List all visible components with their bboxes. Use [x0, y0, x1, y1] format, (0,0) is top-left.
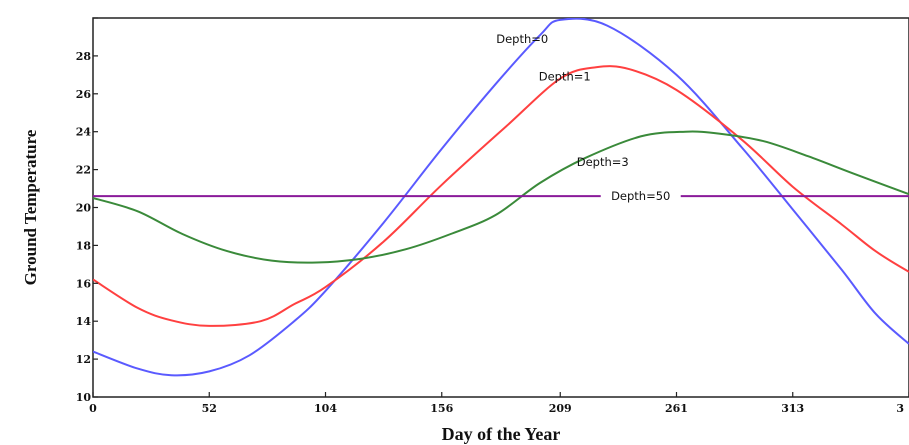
series-line-depth-0 [93, 18, 909, 377]
x-tick-label: 52 [202, 402, 217, 415]
series-label-depth-3: Depth=3 [577, 155, 629, 169]
series-label-background [600, 188, 681, 203]
y-tick-label: 24 [76, 126, 92, 139]
series-labels: Depth=0 Depth=1 Depth=3 Depth=50 [496, 32, 681, 203]
y-tick-label: 12 [76, 353, 91, 366]
y-tick-label: 20 [76, 202, 92, 215]
x-tick-label: 104 [314, 402, 337, 415]
series-label-depth-1: Depth=1 [539, 70, 591, 84]
y-tick-label: 14 [76, 315, 92, 328]
x-tick-label: 3 [896, 402, 904, 415]
x-tick-label: 209 [549, 402, 572, 415]
series-line-depth-1 [93, 65, 909, 327]
y-tick-label: 26 [76, 88, 92, 101]
x-tick-label: 313 [781, 402, 804, 415]
y-tick-label: 10 [76, 391, 92, 404]
series-label-depth-0: Depth=0 [496, 32, 548, 46]
plot-frame [92, 17, 909, 398]
x-axis-title: Day of the Year [442, 424, 561, 444]
x-tick-label: 261 [665, 402, 688, 415]
axis-ticks: 0 52 104 156 209 261 313 3 10 12 14 16 18 20 22 24 26 28 [76, 17, 909, 415]
y-tick-label: 22 [76, 164, 91, 177]
x-tick-label: 0 [89, 402, 97, 415]
y-tick-label: 28 [76, 50, 92, 63]
series-label-depth-50: Depth=50 [611, 189, 670, 203]
background-watermark: ‎ ‎ [230, 53, 240, 88]
y-tick-label: 18 [76, 239, 92, 252]
y-axis-title: Ground Temperature [21, 129, 40, 285]
x-tick-label: 156 [430, 402, 453, 415]
y-tick-label: 16 [76, 277, 92, 290]
series-line-depth-3 [93, 130, 909, 264]
series-layer [93, 18, 909, 377]
svg-text:‎ ‎: ‎ ‎ [230, 53, 240, 88]
